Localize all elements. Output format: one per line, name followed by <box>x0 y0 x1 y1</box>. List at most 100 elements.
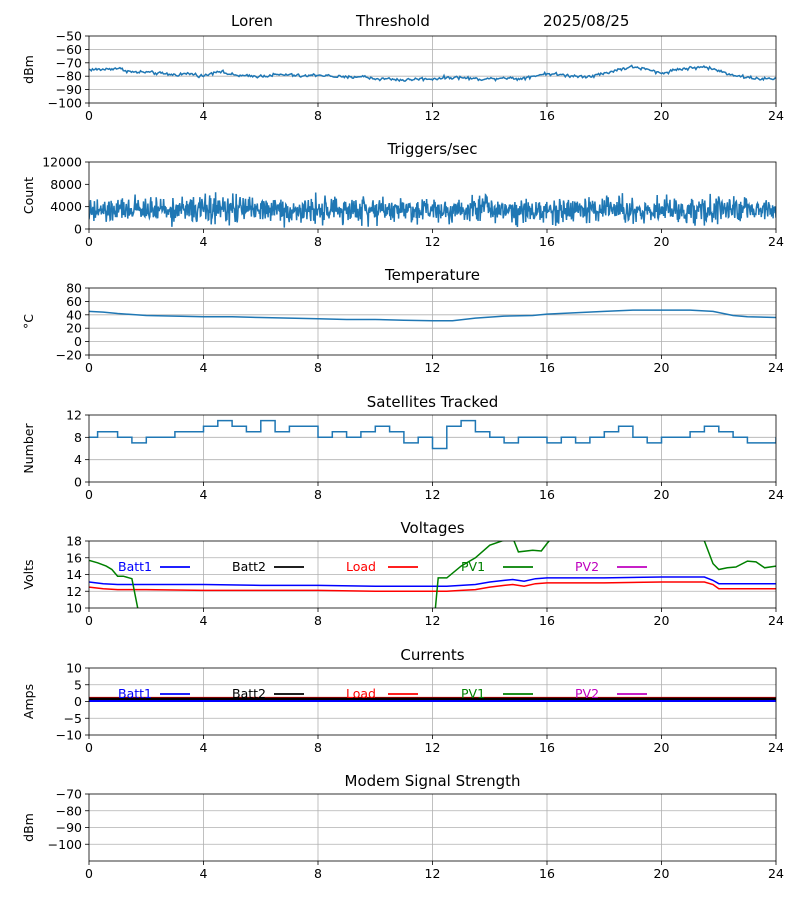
y-axis-label: dBm <box>21 55 36 84</box>
x-tick-label: 8 <box>314 866 322 881</box>
y-tick-label: 60 <box>66 294 82 309</box>
y-tick-label: −90 <box>56 82 82 97</box>
legend-label-pv1: PV1 <box>461 559 485 574</box>
x-tick-label: 12 <box>425 234 441 249</box>
y-tick-label: −100 <box>48 837 82 852</box>
x-tick-label: 8 <box>314 360 322 375</box>
x-tick-label: 16 <box>539 740 555 755</box>
chart-title: Modem Signal Strength <box>345 772 521 790</box>
y-tick-label: −5 <box>64 711 82 726</box>
y-tick-label: −10 <box>56 728 82 743</box>
y-tick-label: 4000 <box>50 199 82 214</box>
legend-label-pv2: PV2 <box>575 686 599 701</box>
x-tick-label: 20 <box>654 234 670 249</box>
chart-title: Currents <box>400 646 464 664</box>
x-tick-label: 16 <box>539 108 555 123</box>
y-tick-label: 20 <box>66 321 82 336</box>
series-line-load <box>89 581 776 593</box>
y-tick-label: 14 <box>66 567 82 582</box>
x-tick-label: 24 <box>768 360 784 375</box>
x-tick-label: 8 <box>314 487 322 502</box>
y-tick-label: 8000 <box>50 177 82 192</box>
y-tick-label: 12000 <box>42 155 82 170</box>
x-tick-label: 20 <box>654 866 670 881</box>
legend-label-batt2: Batt2 <box>232 559 266 574</box>
chart-modem: 0 4 8 12 16 20 24 −100 −90 −80−70 Modem Signal Str… <box>21 772 784 881</box>
x-tick-label: 16 <box>539 613 555 628</box>
y-tick-label: 12 <box>66 584 82 599</box>
series-line-satellites <box>89 419 776 450</box>
y-tick-label: −80 <box>56 803 82 818</box>
x-tick-label: 8 <box>314 234 322 249</box>
y-tick-label: 0 <box>74 475 82 490</box>
y-axis-label: Volts <box>21 559 36 589</box>
x-tick-label: 16 <box>539 866 555 881</box>
x-tick-label: 4 <box>200 487 208 502</box>
legend-label-batt1: Batt1 <box>118 686 152 701</box>
legend-label-batt1: Batt1 <box>118 559 152 574</box>
x-tick-label: 4 <box>200 613 208 628</box>
x-tick-label: 20 <box>654 360 670 375</box>
chart-triggers: 0 4 8 12 16 20 24 0 4000 8000 12000 Triggers/sec Cou… <box>21 140 784 249</box>
x-tick-label: 4 <box>200 360 208 375</box>
x-tick-label: 0 <box>85 108 93 123</box>
x-tick-label: 12 <box>425 866 441 881</box>
x-tick-label: 24 <box>768 487 784 502</box>
series-line-threshold <box>89 64 776 83</box>
chart-title: Satellites Tracked <box>367 393 498 411</box>
x-tick-label: 12 <box>425 487 441 502</box>
x-tick-label: 20 <box>654 613 670 628</box>
y-tick-label: −20 <box>56 348 82 363</box>
mode-label: Threshold <box>356 12 430 30</box>
x-tick-label: 0 <box>85 234 93 249</box>
x-tick-label: 4 <box>200 740 208 755</box>
y-tick-label: 0 <box>74 334 82 349</box>
x-tick-label: 24 <box>768 234 784 249</box>
y-tick-label: 5 <box>74 677 82 692</box>
x-tick-label: 12 <box>425 108 441 123</box>
x-tick-label: 0 <box>85 740 93 755</box>
x-tick-label: 16 <box>539 360 555 375</box>
x-tick-label: 16 <box>539 487 555 502</box>
y-axis-label: dBm <box>21 813 36 842</box>
y-tick-label: 4 <box>74 452 82 467</box>
x-tick-label: 0 <box>85 613 93 628</box>
x-tick-label: 24 <box>768 740 784 755</box>
legend-label-pv1: PV1 <box>461 686 485 701</box>
y-tick-label: −50 <box>56 29 82 44</box>
y-tick-label: 40 <box>66 307 82 322</box>
y-axis-label: Count <box>21 177 36 214</box>
x-tick-label: 20 <box>654 487 670 502</box>
x-tick-label: 20 <box>654 108 670 123</box>
chart-title: Temperature <box>384 266 480 284</box>
y-tick-label: −90 <box>56 820 82 835</box>
chart-threshold: 0 4 8 12 16 20 24 −100−90−80−70−60−50 dBm <box>21 29 784 124</box>
station-name: Loren <box>231 12 273 30</box>
y-tick-label: 8 <box>74 430 82 445</box>
y-tick-label: −100 <box>48 96 82 111</box>
y-tick-label: 18 <box>66 534 82 549</box>
series-line-pv1 <box>89 541 776 608</box>
x-tick-label: 0 <box>85 360 93 375</box>
x-tick-label: 24 <box>768 108 784 123</box>
x-tick-label: 24 <box>768 866 784 881</box>
y-axis-label: °C <box>21 314 36 329</box>
y-tick-label: 0 <box>74 694 82 709</box>
date-label: 2025/08/25 <box>543 12 630 30</box>
x-tick-label: 4 <box>200 234 208 249</box>
legend-label-load: Load <box>346 559 376 574</box>
y-tick-label: 12 <box>66 408 82 423</box>
y-tick-label: 10 <box>66 601 82 616</box>
y-tick-label: −70 <box>56 55 82 70</box>
legend-label-load: Load <box>346 686 376 701</box>
legend-label-pv2: PV2 <box>575 559 599 574</box>
y-tick-label: −70 <box>56 787 82 802</box>
chart-satellites: 0 4 8 12 16 20 24 0 4 8 12 Satellites Tracked Number <box>21 393 784 502</box>
series-line-triggers <box>89 192 776 228</box>
x-tick-label: 8 <box>314 740 322 755</box>
series-line-temperature <box>89 309 776 322</box>
x-tick-label: 0 <box>85 866 93 881</box>
